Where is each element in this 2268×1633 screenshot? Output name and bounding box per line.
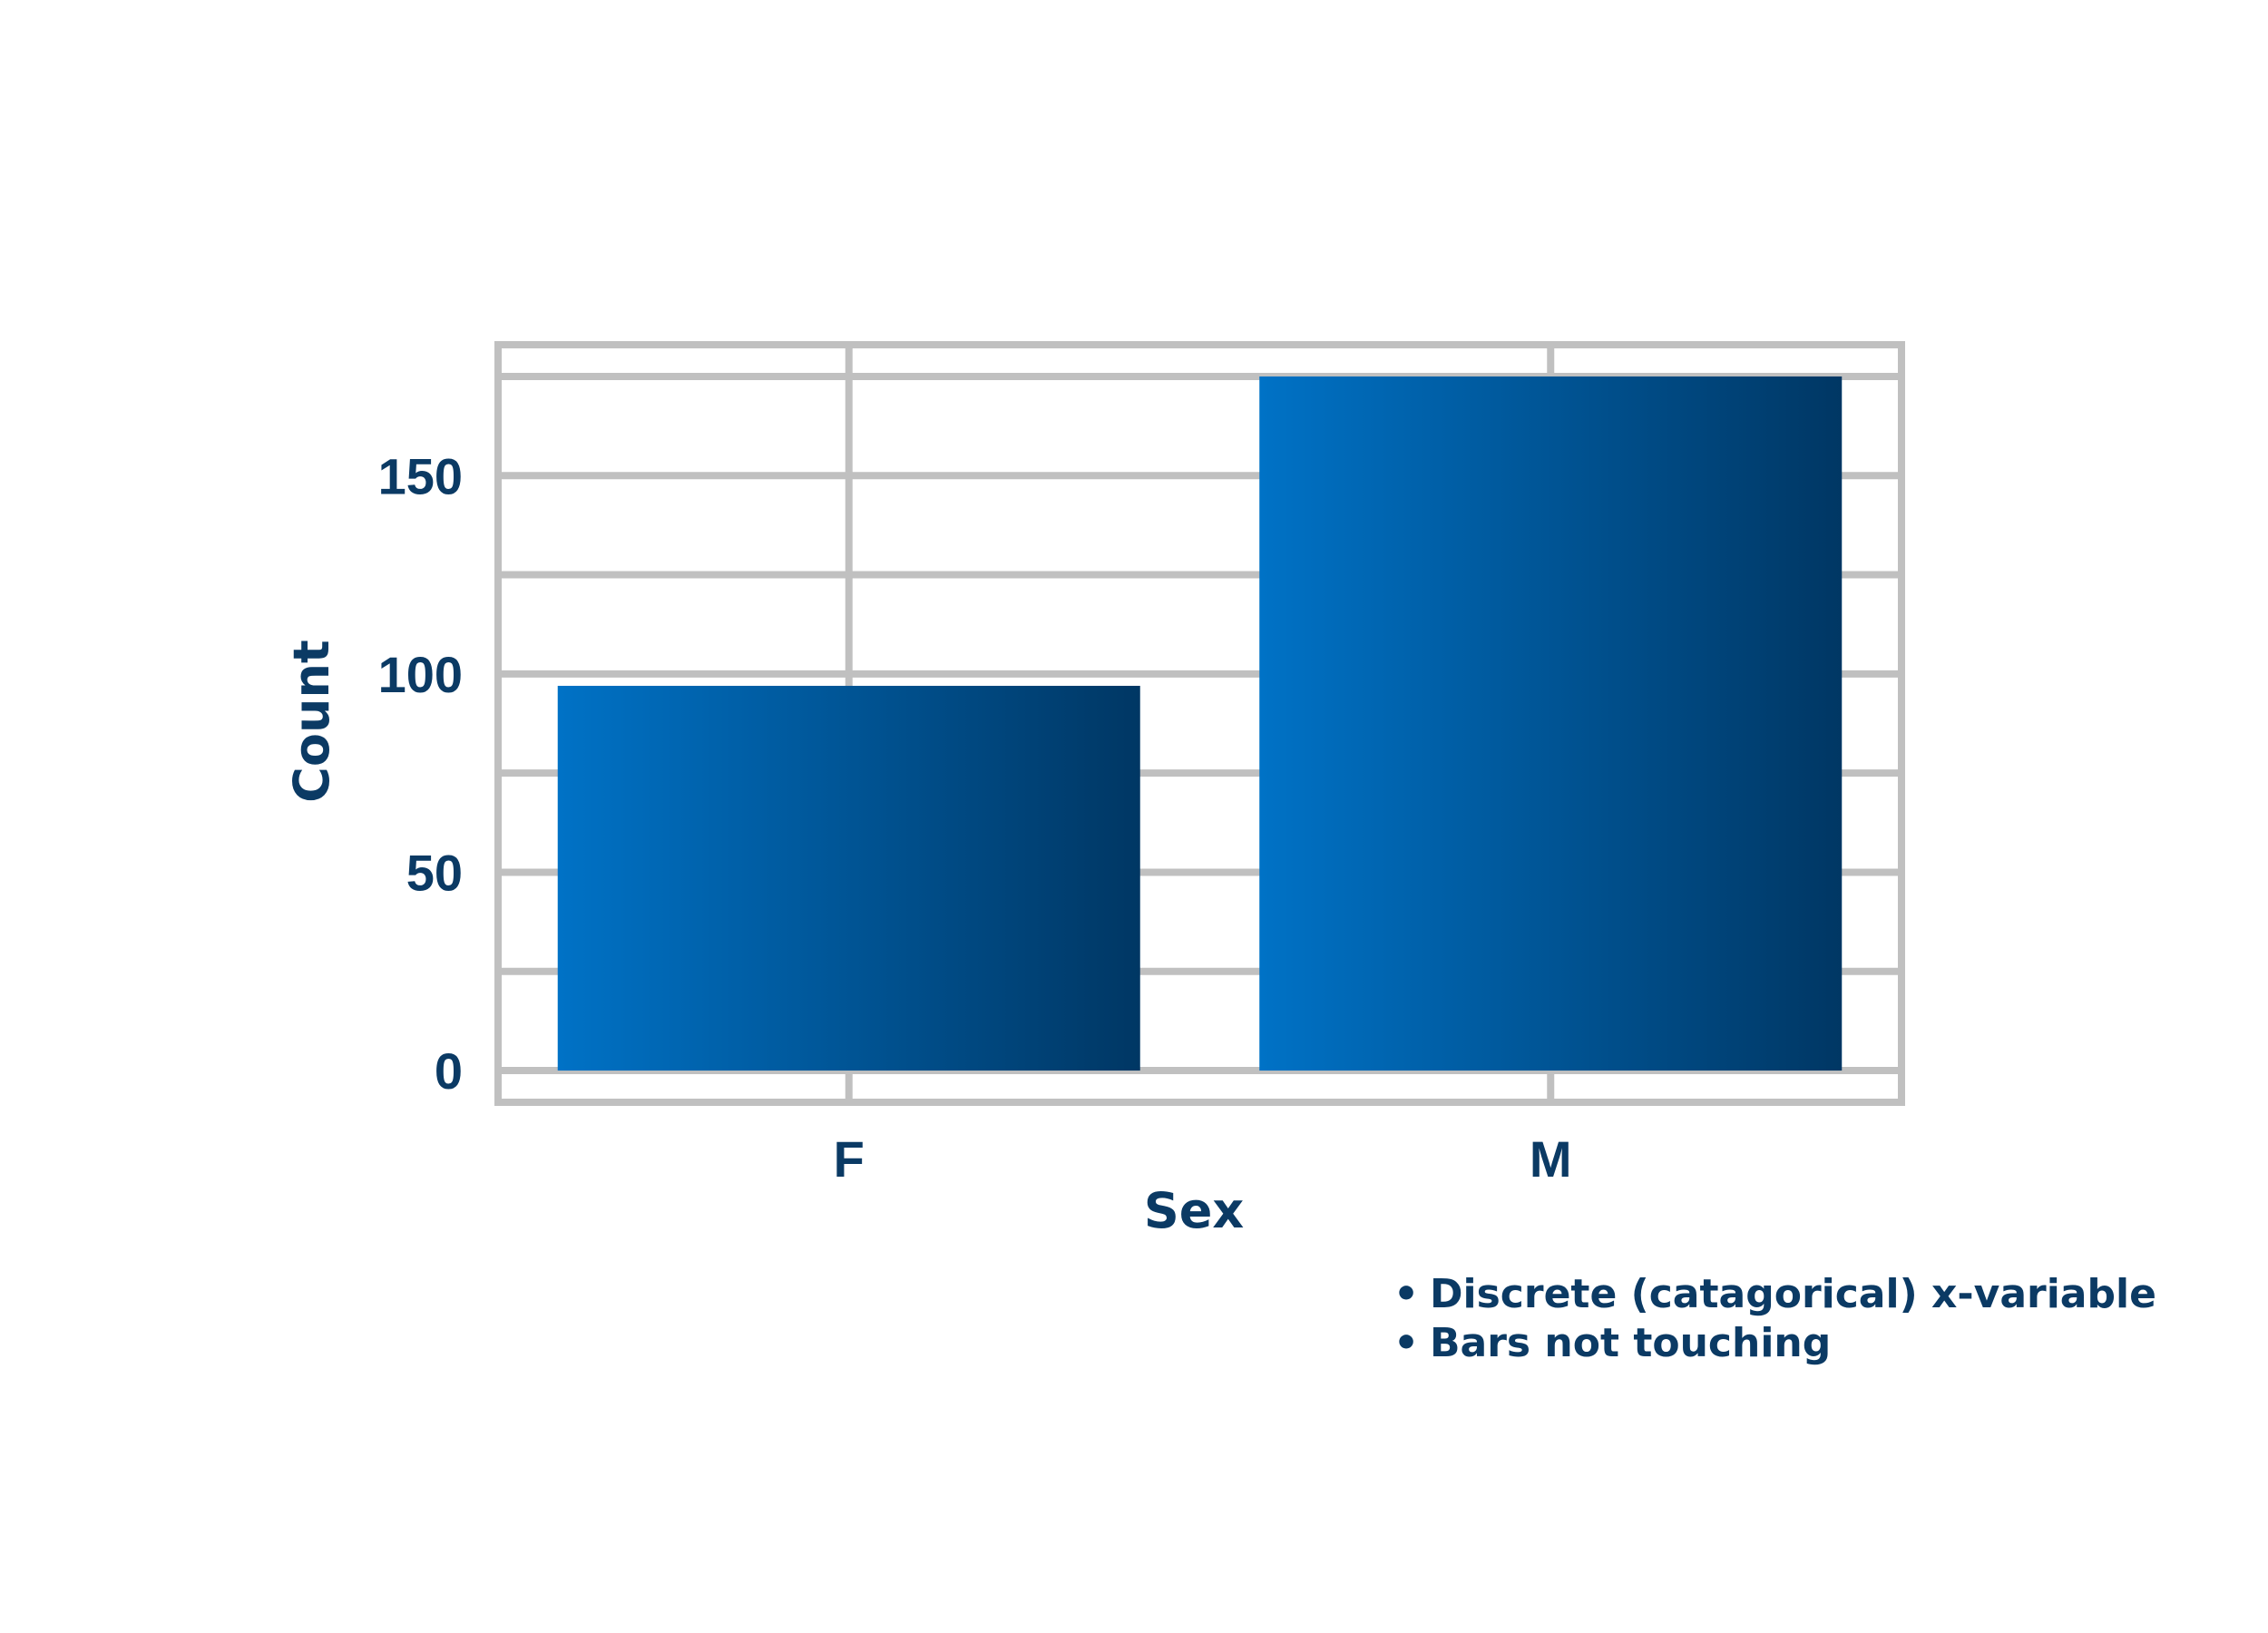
bullet-icon: • — [1393, 1271, 1420, 1317]
y-tick-labels: 0 50 100 150 — [378, 447, 463, 1100]
note-text: Discrete (catagorical) x-variable — [1430, 1271, 2156, 1317]
y-axis-label: Count — [283, 640, 340, 802]
y-tick-label: 100 — [378, 646, 463, 703]
note-text: Bars not touching — [1430, 1320, 1832, 1366]
note-item: • Discrete (catagorical) x-variable — [1393, 1270, 2156, 1319]
notes-list: • Discrete (catagorical) x-variable • Bars… — [1393, 1270, 2156, 1368]
plot-frame — [494, 341, 1905, 1106]
bar-M — [1259, 376, 1843, 1071]
y-tick-label: 0 — [435, 1042, 463, 1100]
x-tick-label: F — [834, 1130, 865, 1188]
bars — [557, 376, 1843, 1071]
bar-F — [557, 685, 1140, 1071]
y-tick-label: 150 — [378, 447, 463, 504]
note-item: • Bars not touching — [1393, 1319, 2156, 1368]
plot-border — [494, 341, 1905, 1106]
x-tick-label: M — [1530, 1130, 1572, 1188]
y-tick-label: 50 — [406, 844, 463, 901]
bullet-icon: • — [1393, 1320, 1420, 1366]
x-axis-label: Sex — [1144, 1182, 1245, 1239]
